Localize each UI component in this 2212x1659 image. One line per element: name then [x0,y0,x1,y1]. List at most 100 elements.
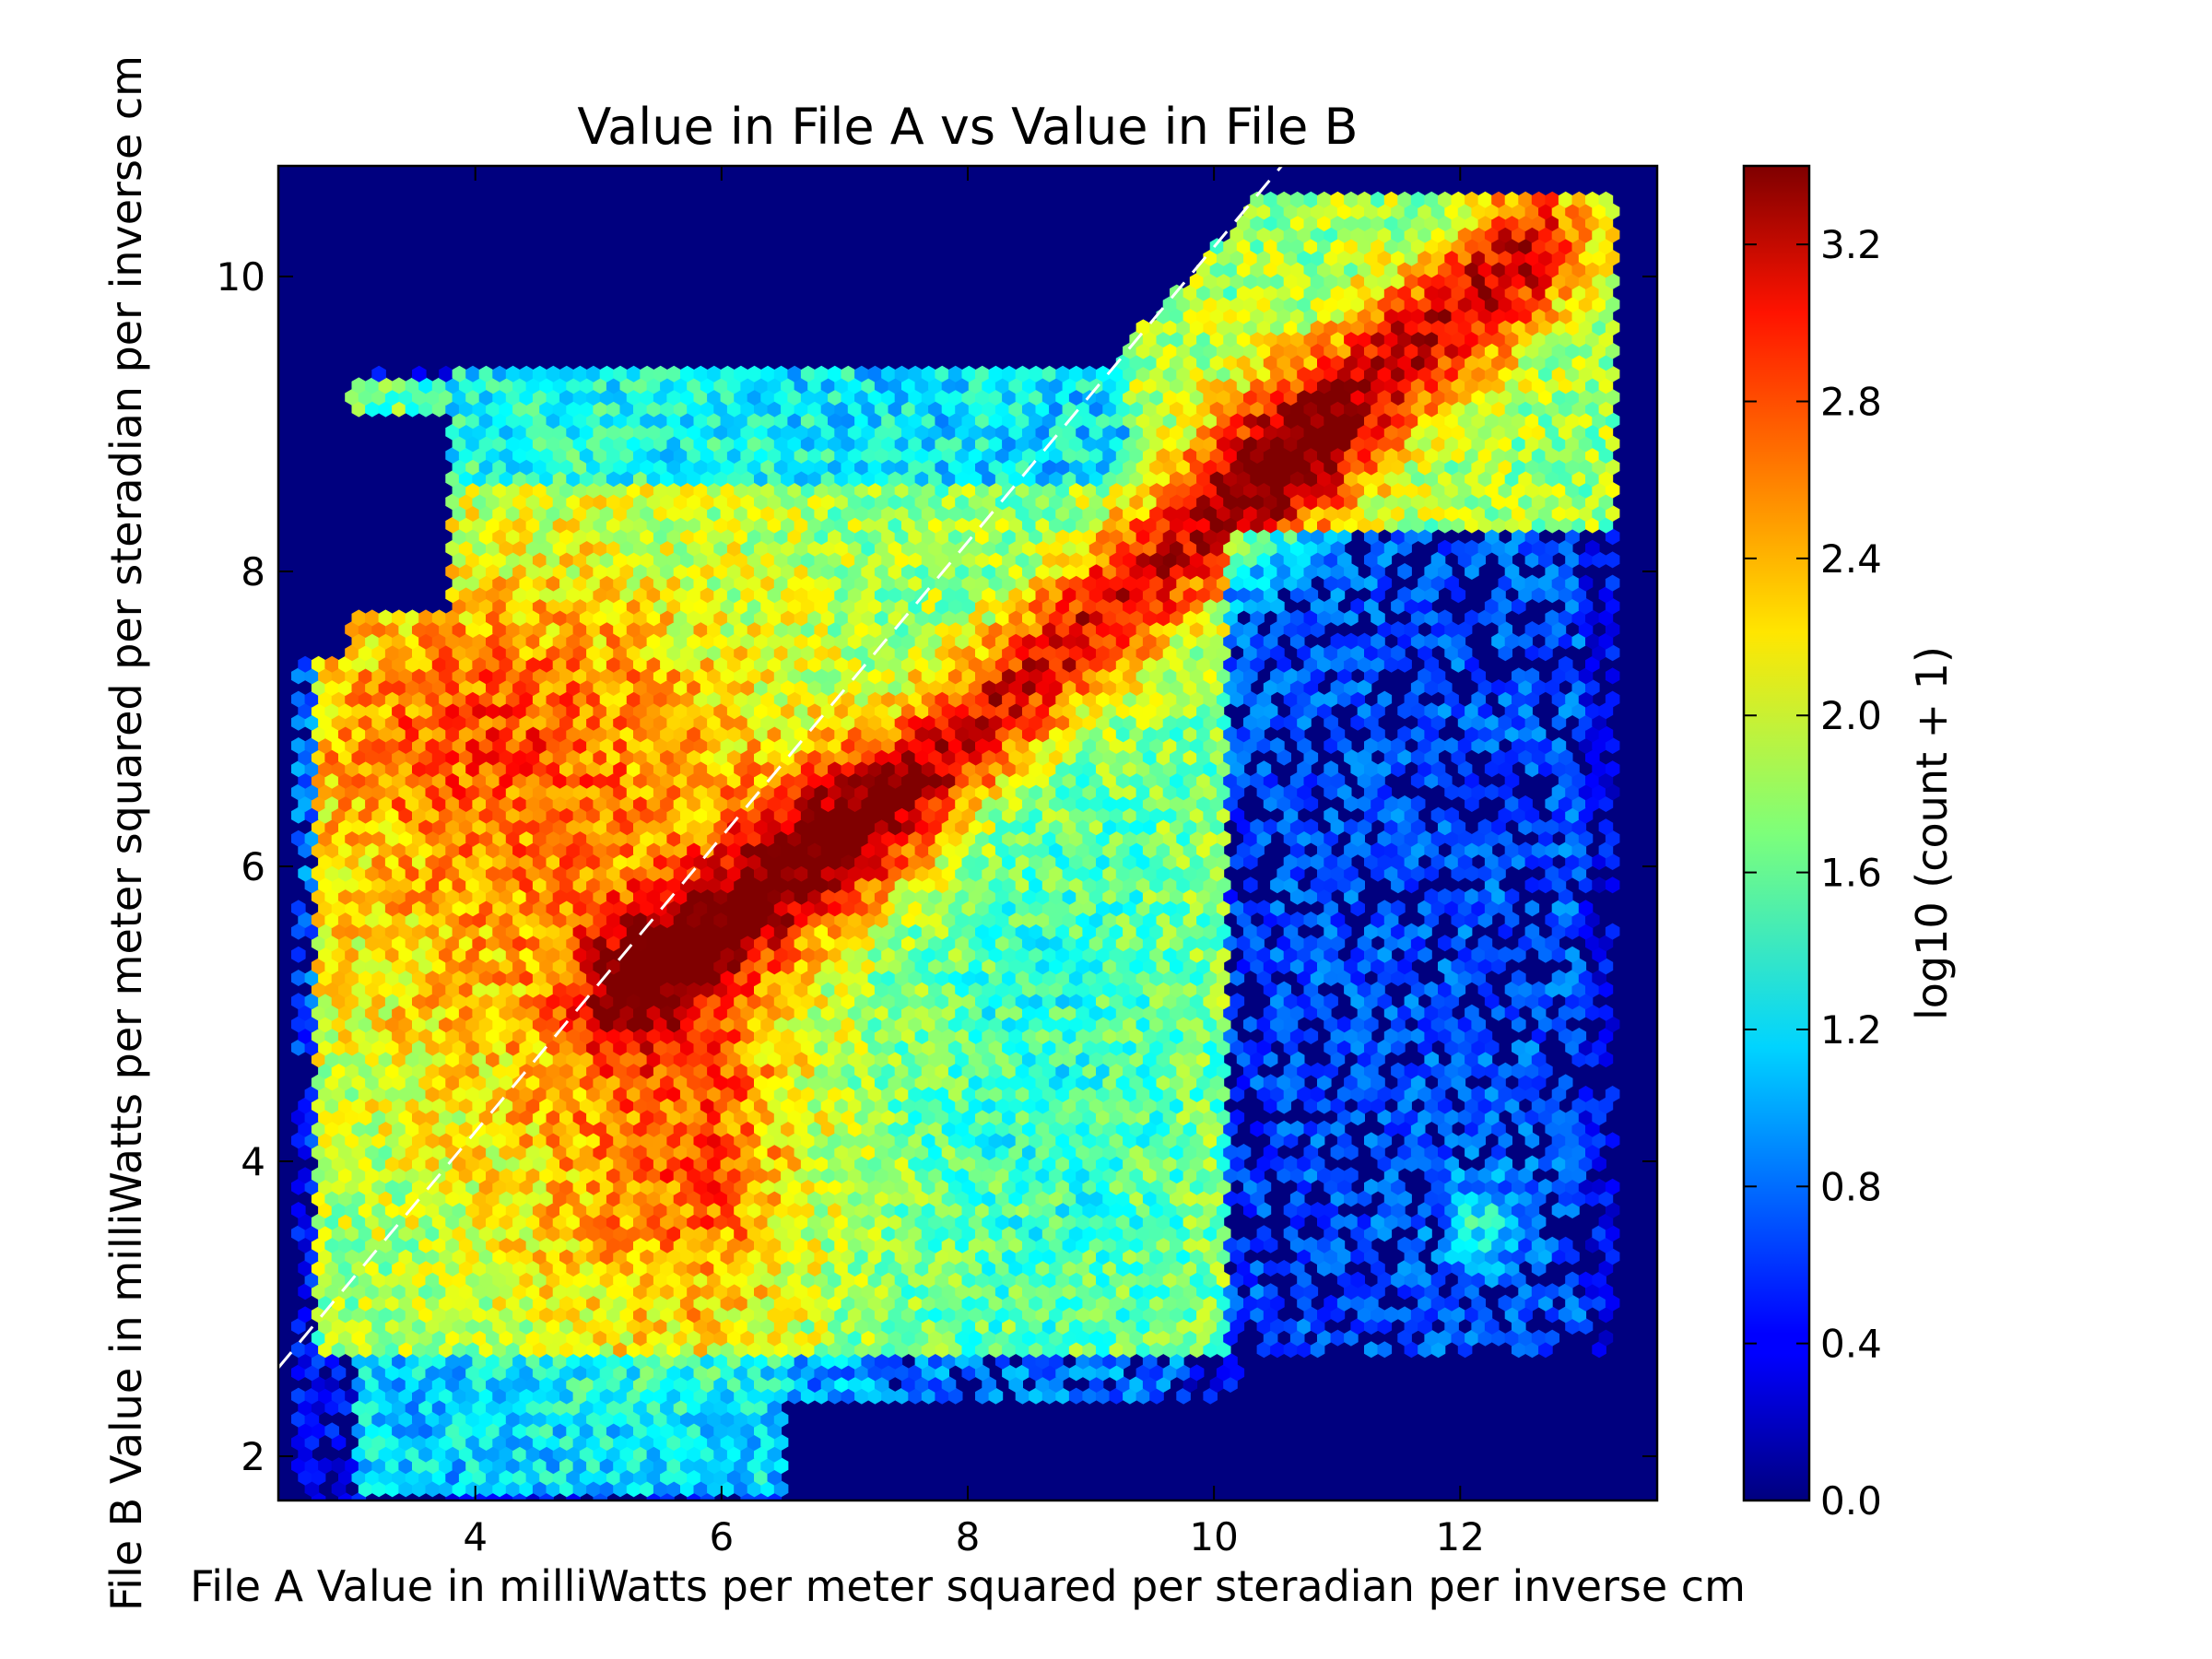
hexbin-cell [619,1468,635,1486]
hexbin-cell [1236,1144,1252,1160]
hexbin-cell [318,1318,333,1335]
hexbin-cell [486,1352,500,1370]
hexbin-cell [1170,1306,1184,1324]
hexbin-cell [982,1329,996,1347]
hexbin-cell [807,1306,822,1324]
hexbin-cell [546,1294,561,1312]
hexbin-cell [1109,1202,1124,1218]
hexbin-cell [1049,1352,1064,1370]
hexbin-cell [532,1318,547,1335]
hexbin-cell [828,1341,842,1359]
hexbin-cell [1203,1178,1218,1195]
hexbin-cell [1002,1271,1017,1288]
hexbin-cell [1029,1341,1043,1359]
hexbin-cell [666,1132,681,1149]
hexbin-cell [740,1167,755,1184]
hexbin-cell [458,1468,474,1486]
hexbin-cell [398,1248,413,1265]
hexbin-cell [653,1132,668,1149]
hexbin-cell [955,1260,970,1277]
hexbin-cell [660,1190,675,1207]
hexbin-cell [384,1178,400,1195]
hexbin-cell [680,1387,695,1405]
hexbin-cell [465,1225,480,1242]
hexbin-cell [847,1167,863,1184]
hexbin-cell [365,1352,380,1370]
hexbin-cell [478,1294,494,1312]
hexbin-cell [291,1387,306,1405]
hexbin-cell [800,1132,816,1149]
hexbin-cell [331,1294,347,1312]
hexbin-cell [734,1248,748,1265]
hexbin-cell [439,1271,453,1288]
hexbin-cell [298,1422,312,1440]
hexbin-cell [633,1399,648,1417]
hexbin-cell [613,1480,628,1498]
hexbin-cell [754,1120,769,1137]
hexbin-cell [378,1422,394,1440]
hexbin-cell [653,1364,668,1382]
hexbin-cell [1263,1260,1278,1277]
hexbin-cell [874,1283,889,1300]
hexbin-cell [841,1155,856,1172]
hexbin-cell [1068,1132,1084,1149]
hexbin-cell [392,1422,406,1440]
hexbin-cell [606,1445,621,1463]
hexbin-cell [572,1132,588,1149]
hexbin-cell [781,1120,795,1137]
hexbin-cell [519,1387,534,1405]
hexbin-cell [914,1306,930,1324]
hexbin-cell [392,1306,406,1324]
hexbin-cell [747,1480,762,1498]
hexbin-cell [874,1167,889,1184]
hexbin-cell [1088,1376,1104,1393]
hexbin-cell [606,1352,621,1370]
hexbin-cell [1303,1144,1319,1160]
hexbin-cell [505,1318,521,1335]
hexbin-cell [1102,1260,1117,1277]
hexbin-cell [599,1480,615,1498]
hexbin-cell [392,1468,406,1486]
hexbin-cell [1135,1178,1151,1195]
hexbin-cell [1471,1294,1486,1312]
hexbin-cell [546,1225,561,1242]
hexbin-cell [331,1457,347,1475]
hexbin-cell [492,1457,507,1475]
hexbin-cell [975,1132,990,1149]
hexbin-cell [787,1271,802,1288]
hexbin-cell [1430,1341,1446,1359]
hexbin-cell [955,1283,970,1300]
hexbin-cell [633,1445,648,1463]
hexbin-cell [693,1294,709,1312]
hexbin-cell [593,1422,607,1440]
hexbin-cell [613,1178,628,1195]
hexbin-cell [586,1225,601,1242]
hexbin-cell [566,1376,581,1393]
hexbin-cell [914,1329,930,1347]
hexbin-cell [1404,1341,1419,1359]
hexbin-cell [747,1202,762,1218]
hexbin-cell [345,1387,359,1405]
hexbin-cell [1297,1294,1312,1312]
hexbin-cell [546,1480,561,1498]
hexbin-cell [1162,1294,1178,1312]
hexbin-cell [968,1352,983,1370]
hexbin-cell [512,1190,527,1207]
hexbin-cell [814,1248,829,1265]
hexbin-cell [486,1376,500,1393]
hexbin-cell [324,1376,339,1393]
hexbin-cell [472,1283,487,1300]
hexbin-cell [499,1422,514,1440]
hexbin-cell [486,1260,500,1277]
hexbin-cell [854,1202,869,1218]
hexbin-cell [324,1190,339,1207]
hexbin-cell [378,1236,394,1253]
hexbin-cell [707,1202,722,1218]
hexbin-cell [311,1120,326,1137]
hexbin-cell [412,1202,427,1218]
hexbin-cell [1565,1271,1580,1288]
hexbin-cell [324,1306,339,1324]
hexbin-cell [512,1120,527,1137]
hexbin-cell [1397,1236,1412,1253]
hexbin-cell [800,1202,816,1218]
